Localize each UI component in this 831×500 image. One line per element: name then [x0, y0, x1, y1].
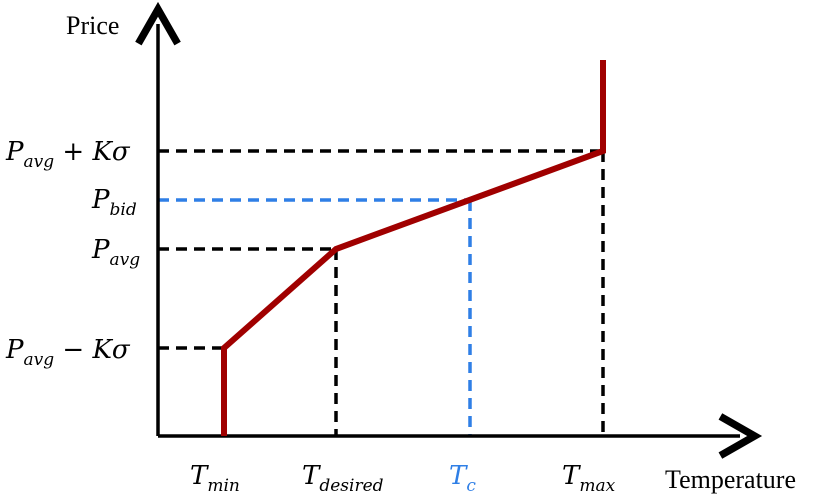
label-t-desired: Tdesired [302, 461, 384, 496]
label-p-high: Pavg + Kσ [5, 137, 131, 172]
label-p-avg: Pavg [91, 235, 140, 270]
label-t-c: Tc [449, 461, 476, 496]
label-p-bid: Pbid [91, 185, 137, 220]
label-t-max: Tmax [562, 461, 616, 496]
x-axis-label: Temperature [665, 465, 796, 494]
label-t-min: Tmin [190, 461, 240, 496]
bid-curve [221, 60, 606, 436]
label-p-low: Pavg − Kσ [5, 335, 131, 370]
guide-lines [158, 149, 605, 436]
y-axis-label: Price [66, 11, 119, 40]
